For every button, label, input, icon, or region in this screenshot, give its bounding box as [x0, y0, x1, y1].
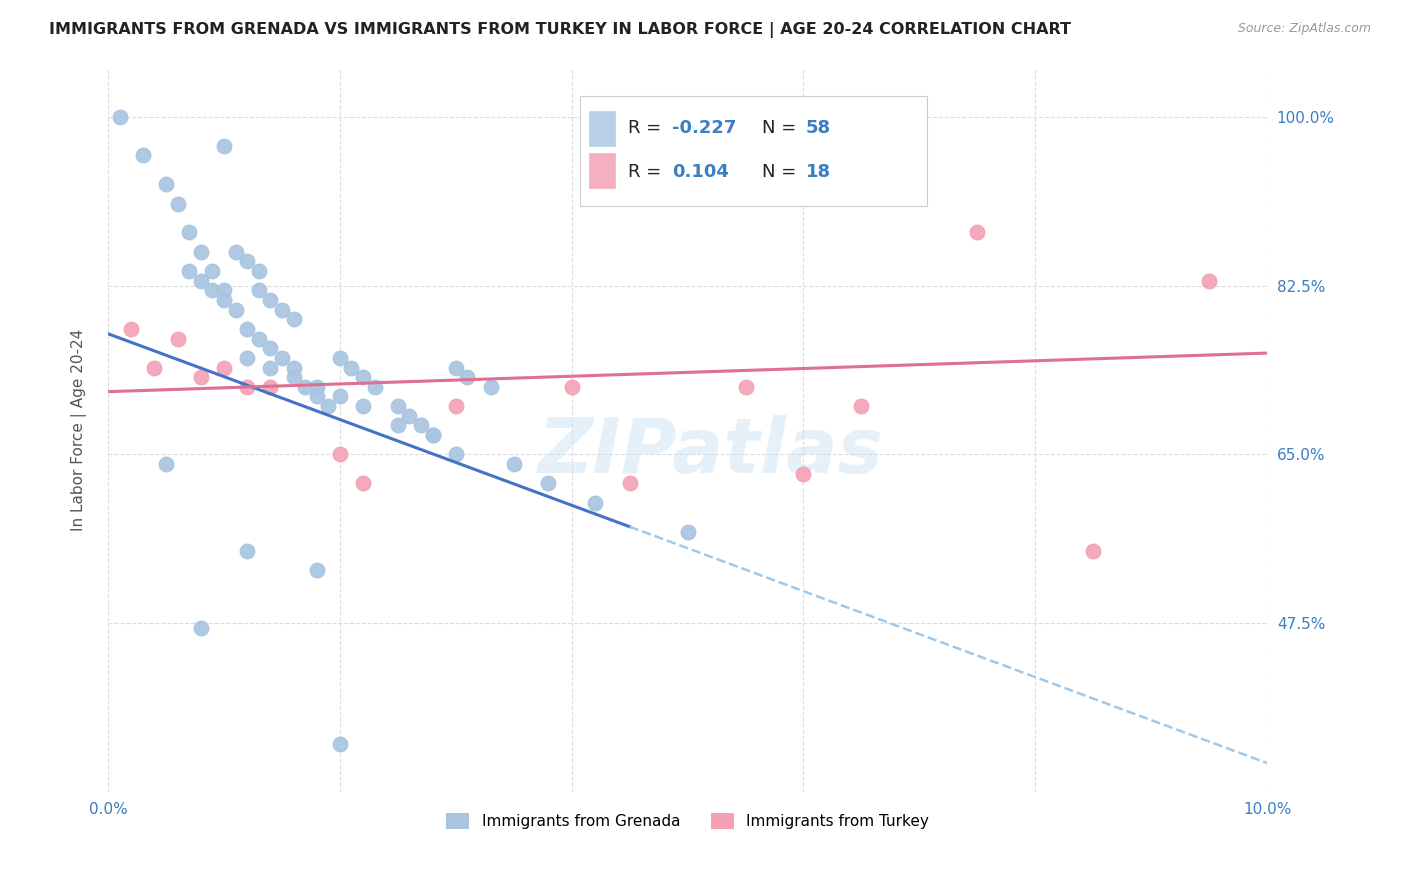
Point	[363, 380, 385, 394]
Point	[190, 244, 212, 259]
FancyBboxPatch shape	[579, 96, 928, 206]
Text: N =: N =	[762, 162, 801, 180]
Text: 0.104: 0.104	[672, 162, 730, 180]
Text: ZIPatlas: ZIPatlas	[537, 415, 884, 489]
Text: R =: R =	[628, 162, 673, 180]
Point	[444, 447, 467, 461]
Point	[792, 467, 814, 481]
Point	[316, 399, 339, 413]
Bar	[589, 153, 614, 188]
Point	[283, 312, 305, 326]
Point	[329, 447, 352, 461]
Point	[271, 351, 294, 365]
Point	[247, 332, 270, 346]
Point	[259, 341, 281, 355]
Point	[108, 110, 131, 124]
Text: IMMIGRANTS FROM GRENADA VS IMMIGRANTS FROM TURKEY IN LABOR FORCE | AGE 20-24 COR: IMMIGRANTS FROM GRENADA VS IMMIGRANTS FR…	[49, 22, 1071, 38]
Text: -0.227: -0.227	[672, 120, 737, 137]
Point	[190, 370, 212, 384]
Point	[212, 284, 235, 298]
Point	[143, 360, 166, 375]
Text: 58: 58	[806, 120, 831, 137]
Point	[966, 226, 988, 240]
Point	[283, 370, 305, 384]
Point	[120, 322, 142, 336]
Point	[166, 332, 188, 346]
Point	[179, 264, 201, 278]
Point	[444, 360, 467, 375]
Point	[190, 621, 212, 635]
Point	[502, 457, 524, 471]
Point	[479, 380, 502, 394]
Point	[259, 293, 281, 307]
Point	[305, 380, 328, 394]
Text: N =: N =	[762, 120, 801, 137]
Point	[190, 274, 212, 288]
Point	[305, 563, 328, 577]
Point	[271, 302, 294, 317]
Point	[201, 264, 224, 278]
Point	[201, 284, 224, 298]
Point	[329, 737, 352, 751]
Point	[398, 409, 420, 423]
Point	[294, 380, 316, 394]
Point	[179, 226, 201, 240]
Point	[247, 264, 270, 278]
Point	[409, 418, 432, 433]
Point	[225, 302, 247, 317]
Y-axis label: In Labor Force | Age 20-24: In Labor Force | Age 20-24	[72, 329, 87, 532]
Point	[422, 428, 444, 442]
Point	[422, 428, 444, 442]
Point	[212, 360, 235, 375]
Point	[851, 399, 873, 413]
Point	[456, 370, 478, 384]
Point	[537, 476, 560, 491]
Point	[236, 544, 259, 558]
Point	[352, 399, 374, 413]
Point	[583, 495, 606, 509]
Point	[619, 476, 641, 491]
Point	[225, 244, 247, 259]
Point	[387, 418, 409, 433]
Point	[387, 399, 409, 413]
Point	[676, 524, 699, 539]
Bar	[589, 112, 614, 146]
Point	[283, 360, 305, 375]
Text: 18: 18	[806, 162, 831, 180]
Legend: Immigrants from Grenada, Immigrants from Turkey: Immigrants from Grenada, Immigrants from…	[440, 806, 935, 835]
Point	[352, 476, 374, 491]
Point	[1198, 274, 1220, 288]
Text: R =: R =	[628, 120, 668, 137]
Point	[329, 351, 352, 365]
Point	[132, 148, 155, 162]
Point	[236, 351, 259, 365]
Point	[259, 380, 281, 394]
Point	[247, 284, 270, 298]
Point	[259, 360, 281, 375]
Text: Source: ZipAtlas.com: Source: ZipAtlas.com	[1237, 22, 1371, 36]
Point	[734, 380, 756, 394]
Point	[236, 322, 259, 336]
Point	[444, 399, 467, 413]
Point	[329, 389, 352, 403]
Point	[1083, 544, 1105, 558]
Point	[561, 380, 583, 394]
Point	[340, 360, 363, 375]
Point	[155, 178, 177, 192]
Point	[155, 457, 177, 471]
Point	[352, 370, 374, 384]
Point	[236, 254, 259, 268]
Point	[212, 293, 235, 307]
Point	[305, 389, 328, 403]
Point	[212, 138, 235, 153]
Point	[166, 196, 188, 211]
Point	[236, 380, 259, 394]
